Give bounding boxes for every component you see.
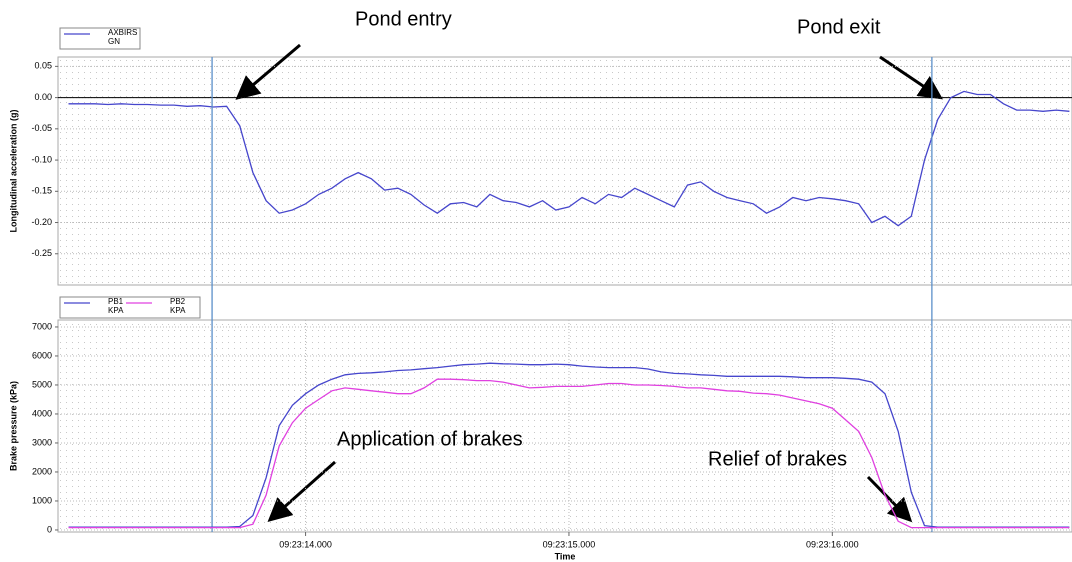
annotation: Relief of brakes <box>708 448 847 470</box>
y-tick-label: 6000 <box>32 350 52 360</box>
annotation: Pond entry <box>355 8 452 30</box>
y-tick-label: 3000 <box>32 437 52 447</box>
series-line <box>68 362 1070 528</box>
series-line <box>68 90 1070 227</box>
y-tick-label: -0.10 <box>31 154 52 164</box>
annotation: Pond exit <box>797 16 881 38</box>
y-tick-label: -0.25 <box>31 248 52 258</box>
y-tick-label: 7000 <box>32 321 52 331</box>
y-tick-label: 2000 <box>32 466 52 476</box>
x-axis-label: Time <box>555 551 576 561</box>
x-tick-label: 09:23:14.000 <box>279 539 332 549</box>
y-tick-label: 0 <box>47 524 52 534</box>
y-tick-label: -0.15 <box>31 186 52 196</box>
x-tick-label: 09:23:15.000 <box>543 539 596 549</box>
y-tick-label: -0.05 <box>31 123 52 133</box>
y-tick-label: 0.05 <box>34 61 52 71</box>
arrow <box>866 475 913 523</box>
y-tick-label: 4000 <box>32 408 52 418</box>
legend-unit: KPA <box>170 306 186 315</box>
y-axis-label: Longitudinal acceleration (g) <box>8 109 18 232</box>
legend-label: PB1 <box>108 297 124 306</box>
plot-area <box>57 319 1072 533</box>
legend-label: AXBIRS <box>108 28 137 37</box>
arrow <box>235 43 301 100</box>
y-axis-label: Brake pressure (kPa) <box>8 381 18 471</box>
legend-unit: GN <box>108 37 120 46</box>
y-tick-label: 1000 <box>32 495 52 505</box>
y-tick-label: 5000 <box>32 379 52 389</box>
legend-box <box>59 296 201 319</box>
annotation: Application of brakes <box>337 428 523 450</box>
y-tick-label: -0.20 <box>31 217 52 227</box>
arrow <box>267 460 336 522</box>
series-line <box>68 378 1070 529</box>
legend-unit: KPA <box>108 306 124 315</box>
plot-area <box>57 56 1072 286</box>
legend-box <box>59 27 141 50</box>
x-tick-label: 09:23:16.000 <box>806 539 859 549</box>
arrow <box>879 55 943 100</box>
legend-label: PB2 <box>170 297 186 306</box>
y-tick-label: 0.00 <box>34 92 52 102</box>
